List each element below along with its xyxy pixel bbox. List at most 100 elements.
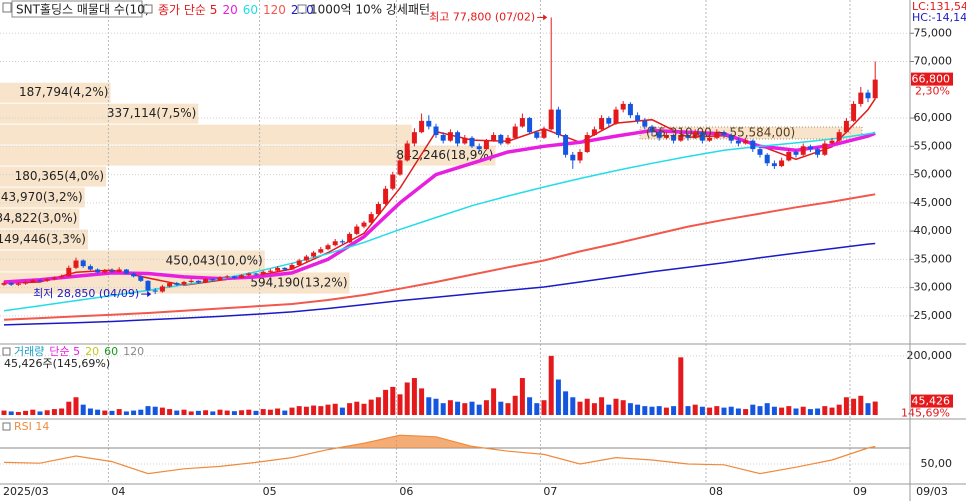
y-tick-label: 35,000 bbox=[914, 252, 953, 265]
candle-body bbox=[8, 283, 14, 285]
rsi-title: RSI 14 bbox=[14, 420, 49, 433]
candle-body bbox=[692, 132, 698, 138]
candle-body bbox=[296, 260, 302, 265]
volume-bar bbox=[699, 406, 705, 415]
candle-body bbox=[246, 273, 252, 276]
volume-bar bbox=[476, 404, 482, 415]
volume-bar bbox=[311, 405, 317, 415]
volume-bar bbox=[577, 401, 583, 415]
volume-bar bbox=[318, 406, 324, 415]
candle-body bbox=[649, 126, 655, 133]
volume-bar bbox=[390, 386, 396, 415]
volume-bar bbox=[822, 406, 828, 415]
candle-body bbox=[51, 277, 57, 280]
volume-bar bbox=[584, 398, 590, 415]
legend-icon[interactable] bbox=[2, 347, 11, 356]
legend-entry: 60 bbox=[104, 345, 118, 358]
volume-bar bbox=[95, 409, 101, 415]
candle-body bbox=[109, 270, 115, 272]
volume-bar bbox=[37, 411, 43, 415]
candle-body bbox=[563, 135, 569, 155]
candle-body bbox=[339, 241, 345, 243]
candle-body bbox=[750, 140, 756, 150]
volume-bar bbox=[527, 397, 533, 415]
volume-bar bbox=[239, 410, 245, 415]
lc-label: LC:131,54 bbox=[912, 0, 966, 13]
volume-bar bbox=[210, 411, 216, 415]
volume-bar bbox=[131, 410, 137, 415]
candle-body bbox=[865, 92, 871, 99]
volume-bar bbox=[440, 403, 446, 415]
volume-legend: 거래량 단순 5 20 60 120 bbox=[14, 345, 144, 358]
candle-body bbox=[757, 149, 763, 155]
volume-bar bbox=[627, 403, 633, 415]
candle-body bbox=[174, 283, 180, 285]
volume-bar bbox=[563, 391, 569, 415]
candle-body bbox=[872, 79, 878, 99]
candle-body bbox=[519, 118, 525, 127]
legend-entry: 20 bbox=[222, 3, 237, 17]
profile-label: 134,822(3,0%) bbox=[0, 211, 77, 225]
candle-body bbox=[743, 140, 749, 144]
volume-bar bbox=[30, 409, 36, 415]
volume-bar bbox=[815, 408, 821, 415]
x-tick-label: 05 bbox=[263, 485, 277, 498]
candle-body bbox=[635, 115, 641, 121]
candle-body bbox=[491, 135, 497, 141]
rsi-area bbox=[4, 435, 876, 448]
volume-bar bbox=[282, 410, 288, 415]
volume-bar bbox=[807, 409, 813, 415]
volume-bar bbox=[203, 410, 209, 415]
candle-body bbox=[404, 143, 410, 161]
menu-icon[interactable] bbox=[2, 2, 12, 13]
candle-body bbox=[606, 118, 612, 124]
x-tick-label: 04 bbox=[111, 485, 125, 498]
volume-bar bbox=[786, 406, 792, 415]
y-tick-label: 70,000 bbox=[914, 55, 953, 68]
volume-bar bbox=[692, 404, 698, 415]
volume-bar bbox=[671, 406, 677, 415]
volume-bar bbox=[419, 388, 425, 415]
volume-bar bbox=[469, 401, 475, 415]
volume-bar bbox=[771, 406, 777, 415]
candle-body bbox=[800, 146, 806, 155]
candle-body bbox=[289, 265, 295, 270]
legend-entry: 20 bbox=[85, 345, 99, 358]
volume-bar bbox=[87, 408, 93, 415]
candle-body bbox=[275, 267, 281, 271]
volume-bar bbox=[145, 406, 151, 415]
y-tick-label: 50,00 bbox=[921, 457, 953, 470]
annotation: 최고 77,800 (07/02) bbox=[429, 10, 535, 23]
candle-body bbox=[152, 290, 158, 292]
volume-bar bbox=[685, 406, 691, 415]
volume-bar bbox=[714, 406, 720, 415]
candle-body bbox=[505, 137, 511, 144]
y-tick-label: 55,000 bbox=[914, 139, 953, 152]
volume-bar bbox=[505, 403, 511, 415]
volume-bar bbox=[23, 410, 29, 415]
y-tick-label: 60,000 bbox=[914, 111, 953, 124]
volume-bar bbox=[347, 403, 353, 415]
candle-body bbox=[30, 280, 36, 282]
candle-body bbox=[195, 280, 201, 283]
candle-body bbox=[66, 267, 72, 277]
volume-bar bbox=[455, 401, 461, 415]
volume-info: 45,426주(145,69%) bbox=[4, 357, 110, 370]
profile-bar bbox=[0, 229, 88, 250]
candle-body bbox=[771, 163, 777, 167]
volume-bar bbox=[231, 411, 237, 415]
option-checkbox[interactable] bbox=[297, 4, 307, 14]
candle-body bbox=[548, 109, 554, 130]
candle-body bbox=[534, 132, 540, 138]
volume-bar bbox=[829, 407, 835, 415]
title-box[interactable] bbox=[11, 0, 143, 18]
candle-body bbox=[577, 151, 583, 161]
candle-body bbox=[15, 283, 21, 285]
legend-icon[interactable] bbox=[143, 4, 153, 14]
volume-bar bbox=[51, 409, 57, 415]
volume-bar bbox=[80, 404, 86, 415]
hc-label: HC:-14,14 bbox=[912, 11, 966, 24]
legend-icon[interactable] bbox=[2, 422, 11, 431]
volume-bar bbox=[152, 406, 158, 415]
candle-body bbox=[807, 146, 813, 150]
